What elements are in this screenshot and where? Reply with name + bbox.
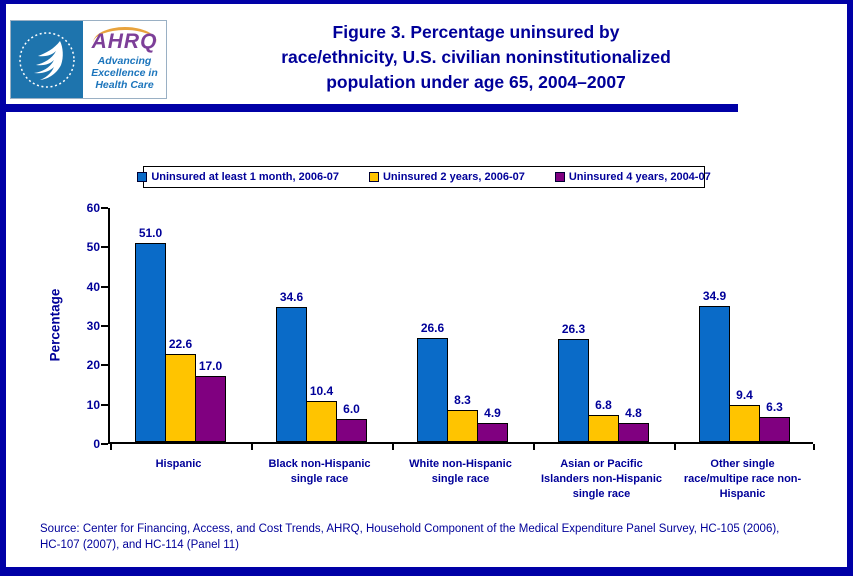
bar-value-label: 26.6 [420, 321, 445, 336]
bar: 4.9 [477, 406, 508, 442]
bar: 26.6 [417, 321, 448, 442]
tagline-line: Health Care [95, 79, 154, 91]
y-tick-mark [101, 246, 108, 249]
ahrq-logo-text: AHRQ Advancing Excellence in Health Care [83, 21, 166, 98]
legend-label: Uninsured 2 years, 2006-07 [382, 171, 525, 183]
tagline-line: Excellence in [91, 67, 158, 79]
bar-group: 34.6 10.4 6.0 [251, 208, 392, 442]
bar-value-label: 22.6 [168, 336, 193, 351]
y-tick-mark [101, 285, 108, 288]
bar: 6.0 [336, 402, 367, 442]
bar-value-label: 6.3 [766, 400, 783, 415]
y-tick-mark [101, 403, 108, 406]
x-category-label: Hispanic [155, 458, 202, 470]
bar-value-label: 4.9 [484, 405, 501, 420]
ahrq-tagline: Advancing Excellence in Health Care [91, 55, 158, 91]
figure-title-line: Figure 3. Percentage uninsured by [332, 22, 620, 42]
legend-item: Uninsured at least 1 month, 2006-07 [137, 171, 339, 183]
plot-area: 0 10 20 30 40 50 60 51.0 22.6 17.0 34.6 10.4 6.0 26.6… [87, 201, 815, 451]
bar-value-label: 9.4 [736, 388, 753, 403]
figure-title: Figure 3. Percentage uninsured by race/e… [170, 20, 782, 95]
x-tick-mark [533, 444, 535, 450]
ahrq-acronym: AHRQ [91, 30, 158, 53]
y-tick-label: 40 [86, 279, 100, 294]
bar-value-label: 6.0 [343, 401, 360, 416]
x-tick-mark [251, 444, 253, 450]
bar: 4.8 [618, 406, 649, 442]
x-category-label: Other single race/multipe race non- Hisp… [683, 458, 802, 500]
x-tick-mark [110, 444, 112, 450]
y-tick-label: 30 [86, 319, 100, 333]
bar-value-label: 6.8 [595, 398, 612, 413]
legend-swatch-icon [368, 172, 379, 182]
bar: 34.6 [276, 290, 307, 442]
rainbow-arc-icon [92, 27, 157, 43]
bar-value-label: 51.0 [138, 226, 163, 241]
bar-value-label: 8.3 [454, 392, 471, 407]
bar: 9.4 [729, 388, 760, 442]
bar-value-label: 4.8 [625, 406, 642, 421]
ahrq-logo: AHRQ Advancing Excellence in Health Care [10, 20, 167, 99]
y-tick-label: 20 [86, 358, 100, 373]
x-category-label: White non-Hispanic single race [409, 458, 512, 485]
y-tick-label: 60 [86, 201, 100, 215]
y-tick-label: 0 [93, 437, 100, 451]
bar-value-label: 34.6 [279, 290, 304, 305]
x-tick-mark [674, 444, 676, 450]
y-tick-label: 50 [86, 240, 100, 255]
x-tick-mark [392, 444, 394, 450]
bar: 8.3 [447, 393, 478, 442]
bar: 17.0 [195, 359, 226, 442]
x-category-label: Black non-Hispanic single race [268, 458, 371, 485]
legend-swatch-icon [137, 172, 148, 182]
tagline-line: Advancing [97, 55, 152, 67]
bar-value-label: 26.3 [561, 322, 586, 337]
legend-label: Uninsured at least 1 month, 2006-07 [151, 171, 339, 183]
bar-value-label: 17.0 [198, 358, 223, 373]
source-line: Source: Center for Financing, Access, an… [40, 523, 780, 535]
legend-item: Uninsured 2 years, 2006-07 [368, 171, 525, 183]
source-note: Source: Center for Financing, Access, an… [40, 521, 830, 553]
y-tick-label: 10 [86, 397, 100, 412]
x-category-label: Asian or Pacific Islanders non-Hispanic … [540, 458, 663, 500]
legend-label: Uninsured 4 years, 2004-07 [568, 171, 711, 183]
bar-value-label: 34.9 [702, 288, 727, 303]
legend-swatch-icon [554, 172, 565, 182]
bar: 34.9 [699, 289, 730, 442]
hhs-seal-icon [11, 21, 83, 98]
bar: 6.3 [759, 400, 790, 442]
y-tick-mark [101, 325, 108, 327]
x-tick-mark [813, 444, 815, 450]
bar-group: 26.3 6.8 4.8 [533, 208, 674, 442]
chart-legend: Uninsured at least 1 month, 2006-07 Unins… [137, 166, 711, 188]
bar-group: 26.6 8.3 4.9 [392, 208, 533, 442]
bar: 6.8 [588, 398, 619, 442]
header-divider [6, 104, 738, 112]
bar-value-label: 10.4 [309, 384, 334, 399]
y-tick-mark [101, 207, 108, 209]
bar-group: 34.9 9.4 6.3 [674, 208, 815, 442]
figure-title-line: race/ethnicity, U.S. civilian noninstitu… [281, 47, 671, 67]
y-tick-mark [101, 364, 108, 367]
y-tick-mark [101, 443, 108, 445]
source-line: HC-107 (2007), and HC-114 (Panel 11) [40, 539, 240, 551]
bar: 22.6 [165, 337, 196, 442]
bar: 51.0 [135, 226, 166, 442]
bar: 26.3 [558, 322, 589, 442]
bar-group: 51.0 22.6 17.0 [110, 208, 251, 442]
figure-title-line: population under age 65, 2004–2007 [326, 72, 626, 92]
bar: 10.4 [306, 384, 337, 442]
legend-item: Uninsured 4 years, 2004-07 [554, 171, 711, 183]
